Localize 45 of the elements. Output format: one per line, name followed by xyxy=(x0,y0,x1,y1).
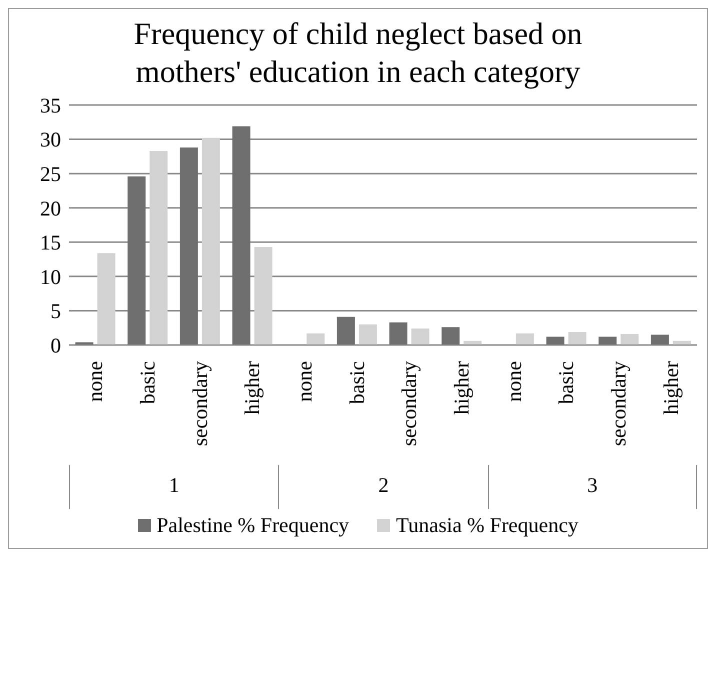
x-tick-label: secondary xyxy=(397,360,422,446)
y-tick-label: 15 xyxy=(40,230,61,255)
bar xyxy=(97,253,116,345)
y-tick-label: 5 xyxy=(50,299,61,324)
bar xyxy=(336,316,355,345)
text: 1 xyxy=(69,465,278,509)
x-tick-label: basic xyxy=(344,361,369,404)
y-tick-label: 10 xyxy=(40,264,61,289)
legend-label: Tunasia % Frequency xyxy=(396,513,578,538)
bar xyxy=(150,150,168,345)
bar xyxy=(516,333,534,345)
x-tick-label: higher xyxy=(450,361,474,415)
x-tick-label: higher xyxy=(240,361,264,415)
text: 2 xyxy=(278,465,488,509)
bar xyxy=(598,336,617,345)
bar xyxy=(254,246,272,345)
bar xyxy=(180,148,198,345)
bar xyxy=(620,334,639,345)
bar xyxy=(389,322,408,345)
y-tick-label: 35 xyxy=(40,93,61,118)
y-tick-label: 25 xyxy=(40,162,61,186)
bar xyxy=(306,333,325,345)
bar xyxy=(650,334,669,345)
x-tick-label: higher xyxy=(658,361,683,415)
x-tick-label: secondary xyxy=(606,360,630,446)
bar xyxy=(358,324,377,345)
x-tick-label: none xyxy=(83,361,108,402)
x-tick-label: none xyxy=(502,361,526,402)
bar xyxy=(411,328,430,345)
bar xyxy=(232,126,250,345)
bar xyxy=(202,138,220,345)
x-tick-label: none xyxy=(292,361,316,402)
x-tick-label: secondary xyxy=(188,360,212,446)
bar xyxy=(442,327,460,345)
legend-label: Palestine % Frequency xyxy=(156,513,350,538)
y-tick-label: 30 xyxy=(40,128,61,152)
chart-title: Frequency of child neglect based on mothers' education in each category xyxy=(132,15,584,91)
bar xyxy=(546,336,564,345)
x-tick-label: basic xyxy=(554,361,578,404)
text: 3 xyxy=(488,465,697,509)
y-tick-label: 20 xyxy=(40,196,61,220)
y-tick-label: 0 xyxy=(50,333,61,358)
bar xyxy=(568,332,586,345)
bar xyxy=(128,176,146,345)
x-tick-label: basic xyxy=(136,361,160,404)
